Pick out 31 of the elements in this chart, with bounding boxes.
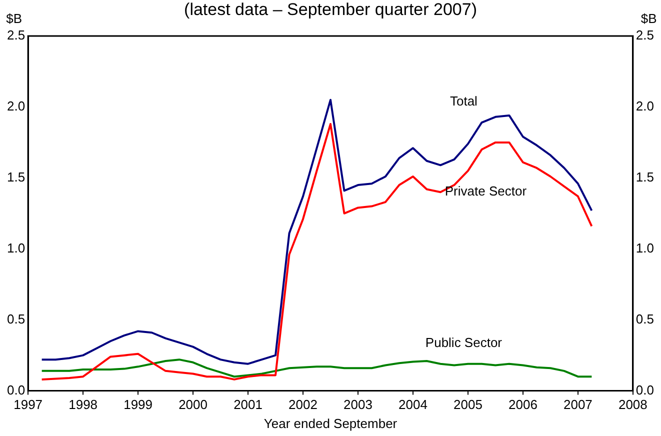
x-tick-label: 1999 (124, 397, 153, 412)
y2-tick-label: 0.0 (636, 382, 654, 398)
x-tick-label: 1997 (14, 397, 43, 412)
x-tick-label: 2007 (563, 397, 592, 412)
y2-tick-label: 2.5 (636, 28, 654, 43)
y-tick-label: 2.0 (6, 98, 26, 114)
y2-axis-title: $B (640, 11, 657, 26)
x-tick-label: 2003 (344, 397, 372, 412)
x-tick-label: 2008 (618, 397, 648, 412)
y2-tick-label: 0.5 (636, 311, 654, 326)
y-tick-label: 0.0 (6, 382, 26, 398)
y-axis-title: $B (6, 11, 22, 26)
x-tick-label: 1998 (68, 397, 98, 412)
x-tick-label: 2005 (454, 397, 482, 412)
y2-tick-label: 1.5 (636, 170, 654, 184)
chart-title: (latest data – September quarter 2007) (184, 0, 477, 20)
y-tick-label: 1.0 (6, 240, 26, 256)
series-label: Total (450, 94, 478, 109)
series-label: Public Sector (425, 334, 503, 350)
y-tick-label: 0.5 (6, 311, 26, 326)
y2-tick-label: 1.0 (636, 240, 654, 256)
y-tick-label: 1.5 (6, 170, 26, 184)
x-tick-label: 2006 (508, 397, 538, 412)
series-label: Private Sector (444, 184, 528, 199)
x-tick-label: 2001 (234, 397, 262, 412)
x-tick-label: 2000 (178, 397, 208, 412)
x-tick-label: 2004 (398, 397, 428, 412)
y2-tick-label: 2.0 (636, 98, 654, 114)
y-tick-label: 2.5 (6, 28, 26, 43)
x-tick-label: 2002 (288, 397, 318, 412)
x-axis-title: Year ended September (264, 416, 398, 431)
